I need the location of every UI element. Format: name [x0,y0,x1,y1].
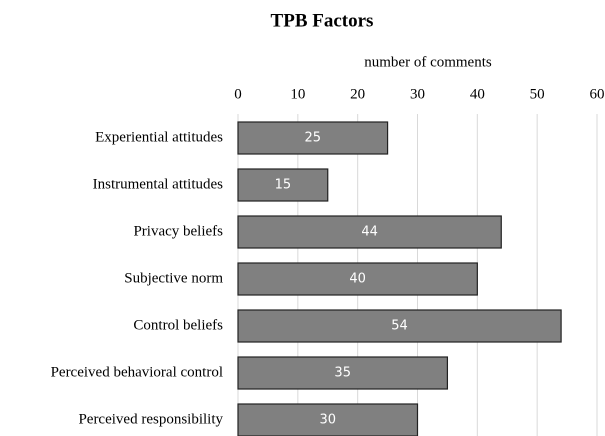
bar [237,309,562,343]
y-tick-label: Experiential attitudes [95,129,223,145]
bar [237,121,389,155]
data-label: 30 [319,413,336,428]
chart-title: TPB Factors [271,10,374,31]
y-tick-label: Instrumental attitudes [93,176,224,192]
x-tick-label: 30 [410,86,425,102]
data-label: 54 [391,319,408,334]
bar [237,262,478,296]
x-tick-label: 60 [590,86,605,102]
data-label: 44 [361,225,378,240]
x-tick-label: 10 [290,86,305,102]
data-label: 35 [334,366,351,381]
data-label: 40 [349,272,366,287]
x-tick-label: 20 [350,86,365,102]
data-label: 25 [305,131,322,146]
x-axis-label: number of comments [364,54,492,70]
y-tick-label: Subjective norm [124,270,223,286]
y-tick-label: Perceived behavioral control [51,364,223,380]
bar [237,403,419,436]
x-tick-label: 0 [234,86,242,102]
bar [237,356,449,390]
x-tick-label: 40 [470,86,485,102]
y-tick-label: Privacy beliefs [133,223,223,239]
y-tick-label: Perceived responsibility [78,411,223,427]
bar [237,168,329,202]
x-tick-label: 50 [530,86,545,102]
y-tick-label: Control beliefs [133,317,223,333]
data-label: 15 [275,178,292,193]
bar [237,215,502,249]
